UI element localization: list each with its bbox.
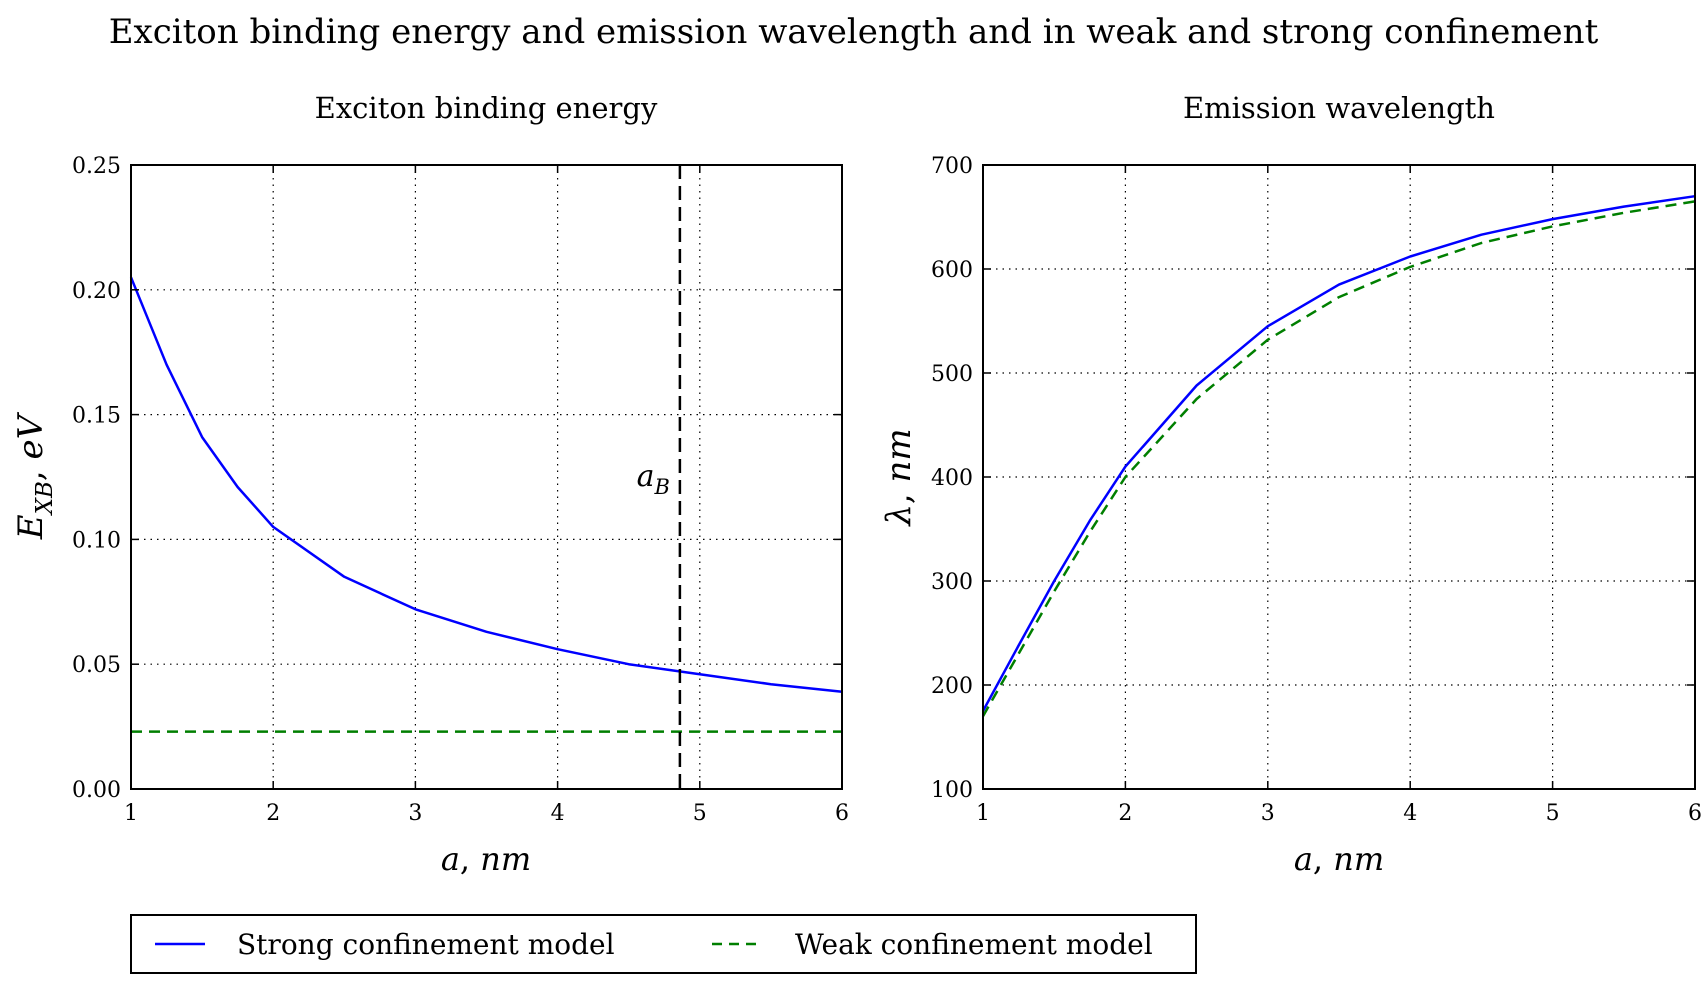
x-tick-label: 1 (124, 801, 138, 826)
wavelength-panel: Emission wavelength 1 2 3 4 5 6 100 200 300 400 50… (879, 91, 1702, 878)
energy-plot-frame (130, 164, 843, 790)
x-tick-label: 1 (976, 801, 990, 826)
y-tick-label: 500 (931, 362, 973, 387)
x-tick-label: 3 (408, 801, 422, 826)
energy-x-axis-label: a, nm (441, 840, 531, 878)
figure-title: Exciton binding energy and emission wave… (108, 12, 1599, 52)
bohr-radius-label: aB (637, 459, 670, 499)
legend-strong-label: Strong confinement model (237, 928, 615, 961)
legend: Strong confinement model Weak confinemen… (130, 914, 1197, 974)
bohr-radius-marker: aB (637, 165, 682, 789)
x-tick-label: 4 (1403, 801, 1417, 826)
energy-panel-title: Exciton binding energy (315, 91, 658, 125)
wavelength-grid (983, 165, 1695, 789)
x-tick-label: 3 (1261, 801, 1275, 826)
strong-confinement-line (129, 276, 843, 693)
y-tick-label: 0.10 (72, 528, 121, 553)
wavelength-panel-title: Emission wavelength (1183, 91, 1495, 125)
y-tick-label: 0.00 (72, 778, 121, 803)
y-tick-label: 200 (931, 674, 973, 699)
energy-series (129, 276, 843, 733)
y-tick-label: 0.25 (72, 154, 121, 179)
y-tick-label: 100 (931, 778, 973, 803)
wavelength-ticks: 1 2 3 4 5 6 100 200 300 400 500 600 700 (931, 154, 1702, 826)
y-tick-label: 0.05 (72, 653, 121, 678)
x-tick-label: 2 (266, 801, 280, 826)
energy-ticks: 1 2 3 4 5 6 0.00 0.05 0.10 0.15 0.20 0.25 (72, 154, 849, 826)
energy-grid (131, 165, 842, 789)
energy-y-axis-label: EXB, eV (11, 411, 58, 540)
y-tick-label: 400 (931, 466, 973, 491)
weak-confinement-line (981, 200, 1696, 717)
y-tick-label: 0.20 (72, 279, 121, 304)
x-tick-label: 2 (1118, 801, 1132, 826)
x-tick-label: 5 (693, 801, 707, 826)
y-tick-label: 700 (931, 154, 973, 179)
x-tick-label: 6 (1688, 801, 1702, 826)
energy-panel: Exciton binding energy 1 2 3 4 5 6 0.00 0.05 0.1… (11, 91, 849, 878)
wavelength-y-axis-label: λ, nm (879, 428, 919, 527)
y-tick-label: 0.15 (72, 404, 121, 429)
wavelength-series (981, 194, 1696, 717)
legend-weak-label: Weak confinement model (795, 928, 1153, 961)
x-tick-label: 4 (551, 801, 565, 826)
strong-confinement-line (981, 194, 1696, 712)
wavelength-x-axis-label: a, nm (1294, 840, 1384, 878)
y-tick-label: 300 (931, 570, 973, 595)
legend-box (130, 914, 1197, 974)
y-tick-label: 600 (931, 258, 973, 283)
x-tick-label: 6 (835, 801, 849, 826)
x-tick-label: 5 (1546, 801, 1560, 826)
